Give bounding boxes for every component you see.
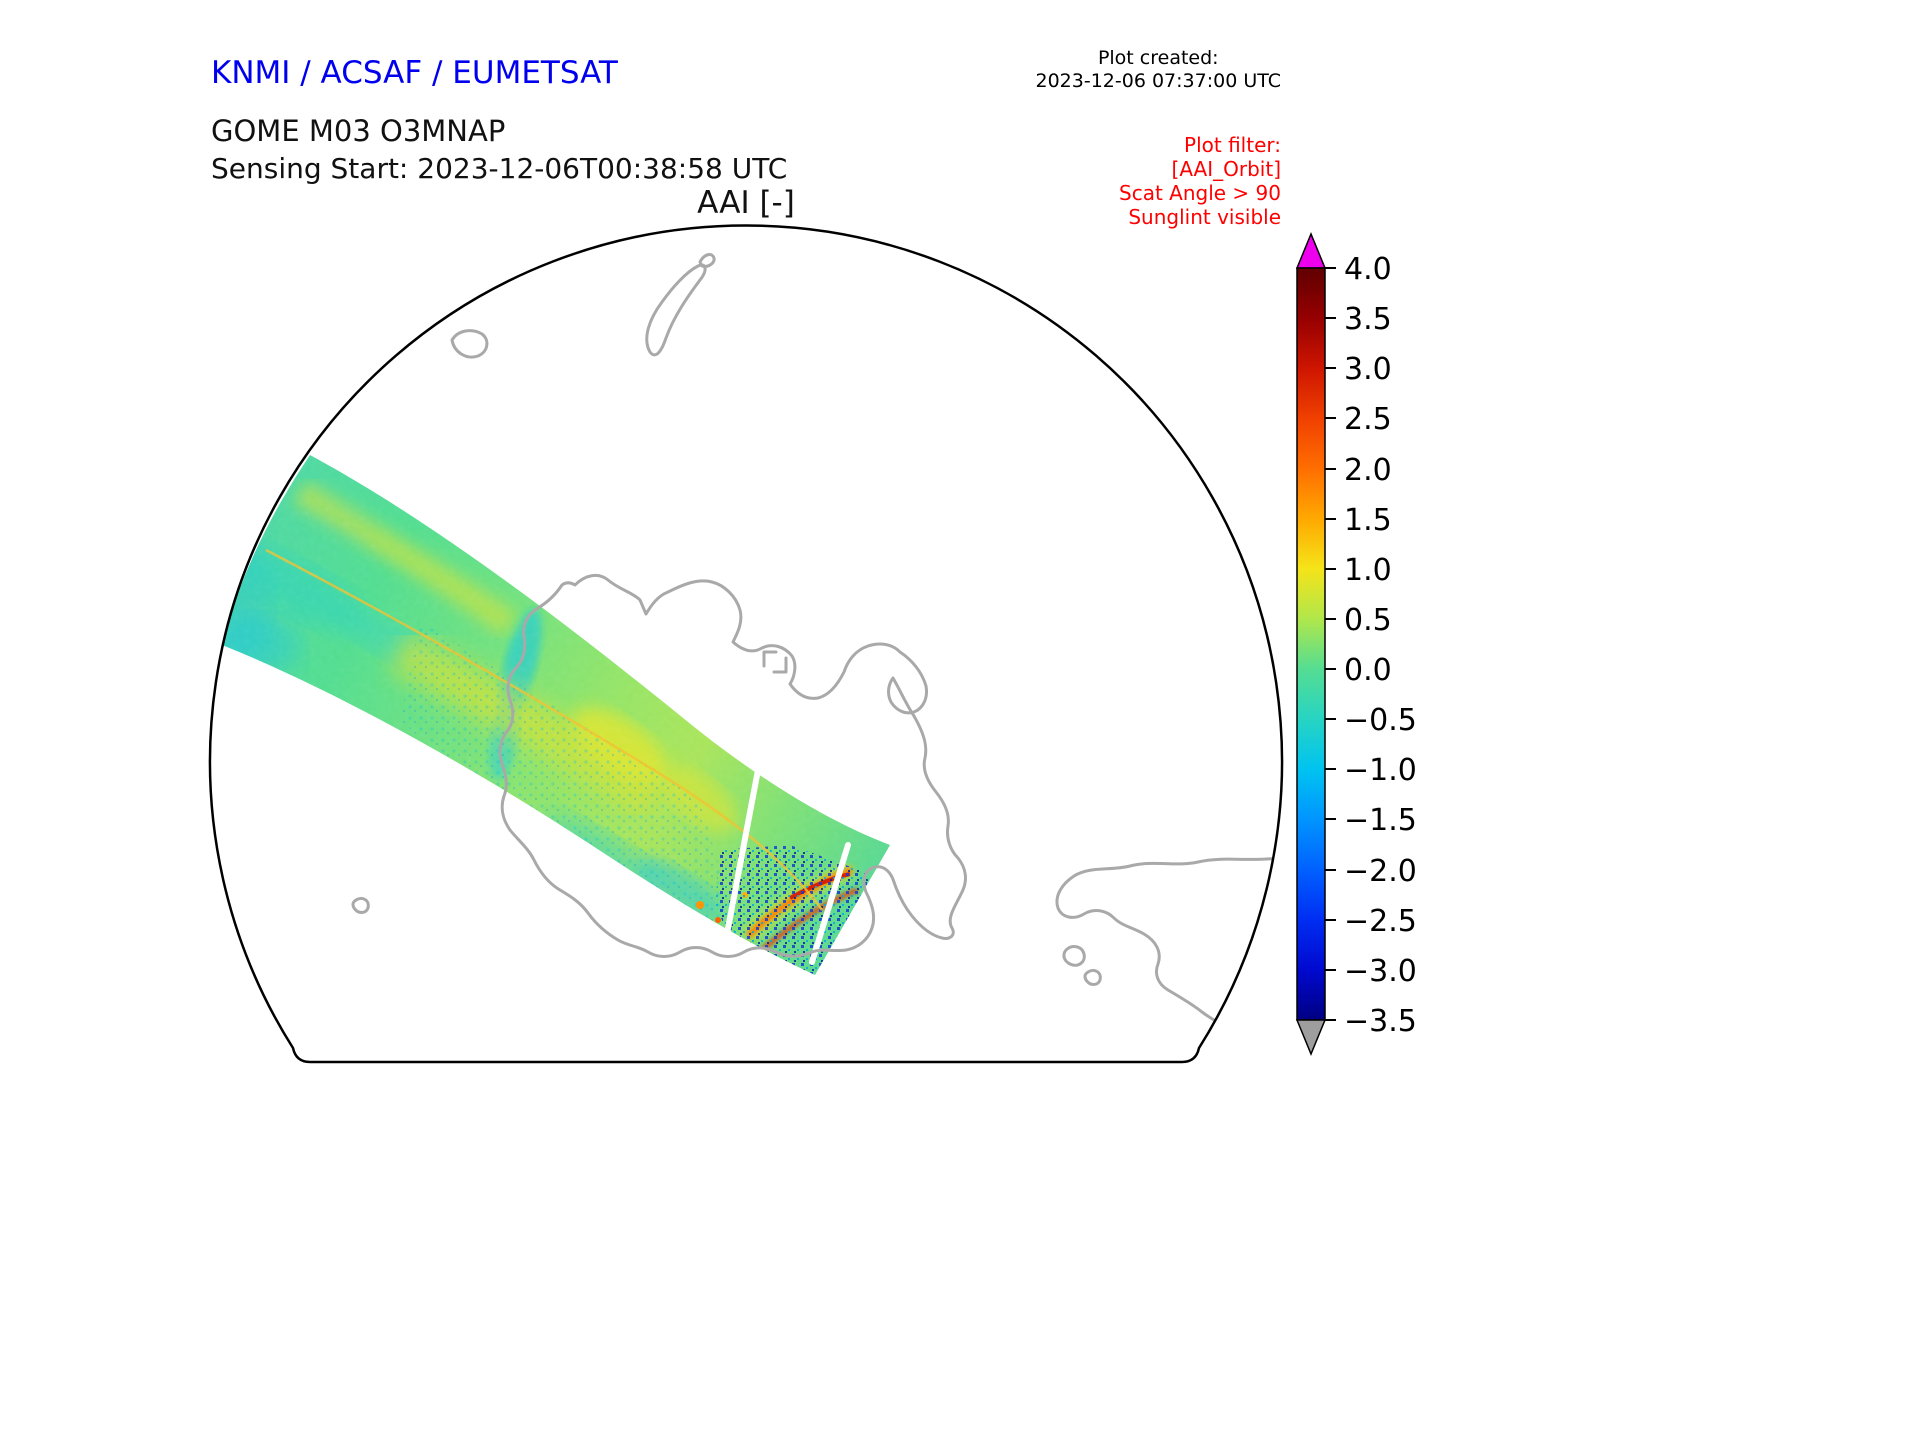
plot-filter-orbit: [AAI_Orbit] bbox=[1171, 157, 1281, 181]
plot-filter-title: Plot filter: bbox=[1184, 133, 1281, 157]
plot-filter: Plot filter: [AAI_Orbit] Scat Angle > 90… bbox=[1119, 133, 1281, 229]
plot-created-value: 2023-12-06 07:37:00 UTC bbox=[1035, 70, 1282, 92]
small-islands-icon bbox=[762, 650, 788, 674]
swath-noise-texture bbox=[222, 455, 890, 975]
colorbar-tick-label: 0.5 bbox=[1344, 603, 1392, 638]
colorbar-tick-label: −0.5 bbox=[1344, 703, 1417, 738]
plot-filter-sunglint: Sunglint visible bbox=[1128, 205, 1281, 229]
colorbar-tick-label: 2.0 bbox=[1344, 453, 1392, 488]
colorbar-tick-labels: 4.0 3.5 3.0 2.5 2.0 1.5 1.0 0.5 0.0 −0.5… bbox=[1344, 252, 1417, 1039]
colorbar-tick-label: −1.0 bbox=[1344, 753, 1417, 788]
map-boundary bbox=[208, 224, 1284, 1064]
island-lower-left bbox=[351, 896, 370, 914]
island-falkland-1 bbox=[1062, 945, 1086, 967]
colorbar-tick-label: 1.0 bbox=[1344, 553, 1392, 588]
colorbar-under-arrow bbox=[1295, 1019, 1327, 1056]
satellite-swath bbox=[222, 455, 890, 975]
island-upper-left bbox=[450, 329, 489, 359]
colorbar-tick-label: 4.0 bbox=[1344, 252, 1392, 287]
island-falkland-2 bbox=[1083, 968, 1102, 986]
plot-filter-scat: Scat Angle > 90 bbox=[1119, 181, 1281, 205]
colorbar-tick-label: 1.5 bbox=[1344, 503, 1392, 538]
org-title: KNMI / ACSAF / EUMETSAT bbox=[211, 55, 618, 91]
antarctica-coastline bbox=[498, 573, 967, 958]
colorbar-tick-label: −3.0 bbox=[1344, 954, 1417, 989]
new-zealand-coastline bbox=[645, 263, 707, 357]
colorbar-tick-label: 0.0 bbox=[1344, 653, 1392, 688]
swath-data-gaps bbox=[720, 767, 851, 965]
map-area bbox=[222, 253, 1280, 1034]
plot-title: AAI [-] bbox=[697, 185, 795, 221]
new-zealand-north-island bbox=[698, 253, 716, 268]
plot-created: Plot created: 2023-12-06 07:37:00 UTC bbox=[1036, 47, 1282, 93]
colorbar: 4.0 3.5 3.0 2.5 2.0 1.5 1.0 0.5 0.0 −0.5… bbox=[1295, 232, 1417, 1056]
colorbar-tick-label: −2.5 bbox=[1344, 904, 1417, 939]
colorbar-tick-marks bbox=[1325, 267, 1336, 1021]
colorbar-tick-label: −3.5 bbox=[1344, 1004, 1417, 1039]
colorbar-tick-label: 3.5 bbox=[1344, 302, 1392, 337]
product-title: GOME M03 O3MNAP bbox=[211, 114, 506, 148]
colorbar-gradient-bar bbox=[1296, 267, 1326, 1021]
colorbar-tick-label: 2.5 bbox=[1344, 402, 1392, 437]
south-america-coastline bbox=[1055, 856, 1280, 1034]
coastlines bbox=[351, 253, 1280, 1034]
sensing-start: Sensing Start: 2023-12-06T00:38:58 UTC bbox=[211, 152, 788, 185]
colorbar-tick-label: −2.0 bbox=[1344, 854, 1417, 889]
colorbar-over-arrow bbox=[1295, 232, 1327, 269]
colorbar-tick-label: 3.0 bbox=[1344, 352, 1392, 387]
plot-created-label: Plot created: bbox=[1097, 47, 1219, 69]
colorbar-tick-label: −1.5 bbox=[1344, 803, 1417, 838]
